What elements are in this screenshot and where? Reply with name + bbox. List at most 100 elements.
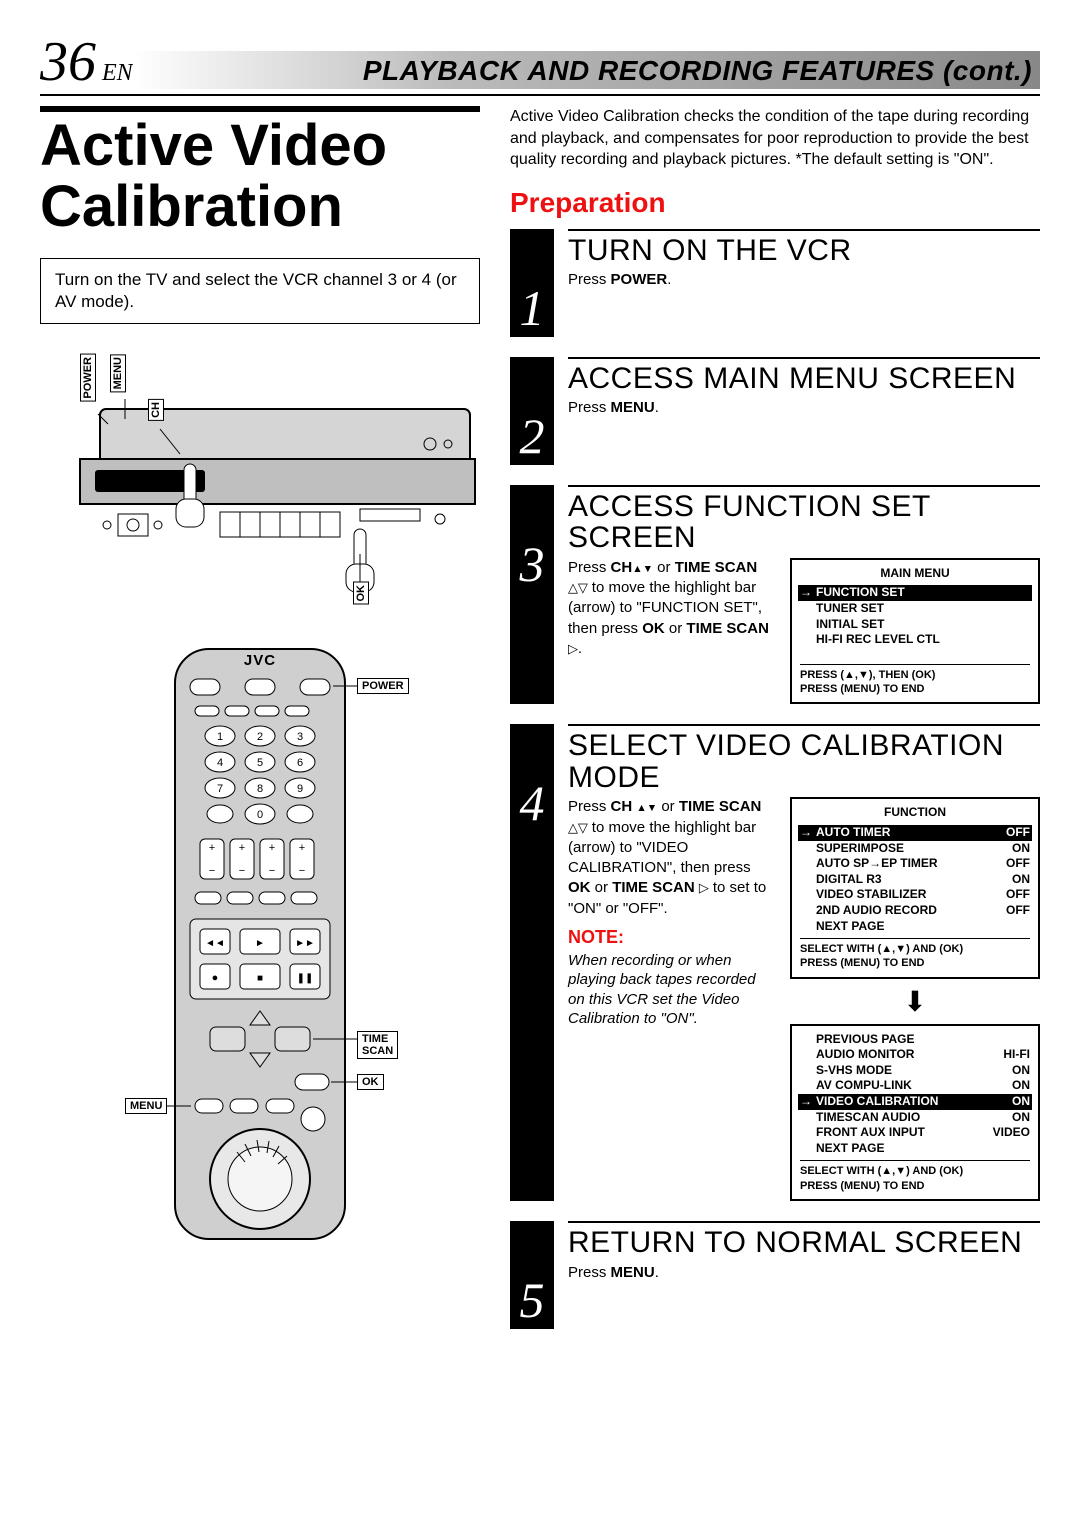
svg-text:−: − bbox=[239, 865, 245, 877]
step: 4SELECT VIDEO CALIBRATION MODEPress CH o… bbox=[510, 724, 1040, 1201]
step-title: SELECT VIDEO CALIBRATION MODE bbox=[568, 730, 1040, 793]
osd-column: FUNCTION AUTO TIMEROFFSUPERIMPOSEONAUTO S… bbox=[790, 797, 1040, 1201]
step-number-box: 3 bbox=[510, 485, 554, 705]
svg-text:►: ► bbox=[255, 938, 265, 949]
vcr-illustration: POWER MENU CH OK bbox=[40, 344, 480, 614]
osd-title: MAIN MENU bbox=[800, 566, 1030, 582]
osd-item: PREVIOUS PAGE bbox=[800, 1032, 1030, 1048]
step-body: Press MENU. bbox=[568, 398, 1040, 418]
vcr-power-label: POWER bbox=[80, 354, 96, 402]
step-body: Press MENU. bbox=[568, 1263, 1040, 1283]
svg-text:4: 4 bbox=[217, 757, 223, 769]
svg-text:❚❚: ❚❚ bbox=[297, 973, 314, 984]
osd-item: AUDIO MONITORHI-FI bbox=[800, 1047, 1030, 1063]
page-number: 36 bbox=[40, 30, 96, 94]
svg-text:7: 7 bbox=[217, 783, 223, 795]
osd-item: VIDEO CALIBRATIONON bbox=[798, 1094, 1032, 1110]
remote-timescan-label: TIME SCAN bbox=[357, 1031, 398, 1059]
step-content: TURN ON THE VCR Press POWER. bbox=[554, 229, 1040, 337]
svg-text:−: − bbox=[269, 865, 275, 877]
osd-item: AV COMPU-LINKON bbox=[800, 1078, 1030, 1094]
step-number: 3 bbox=[520, 535, 545, 593]
page-language: EN bbox=[102, 60, 133, 87]
note-heading: NOTE: bbox=[568, 927, 776, 948]
svg-text:0: 0 bbox=[257, 809, 263, 821]
svg-text:1: 1 bbox=[217, 731, 223, 743]
osd-item: SUPERIMPOSEON bbox=[800, 841, 1030, 857]
svg-text:+: + bbox=[299, 842, 305, 854]
osd-item: 2ND AUDIO RECORDOFF bbox=[800, 903, 1030, 919]
step-number: 2 bbox=[520, 407, 545, 465]
osd-item: FUNCTION SET bbox=[798, 585, 1032, 601]
svg-text:8: 8 bbox=[257, 783, 263, 795]
vcr-ok-label: OK bbox=[353, 582, 369, 605]
step: 5 RETURN TO NORMAL SCREEN Press MENU. bbox=[510, 1221, 1040, 1329]
osd-item: TIMESCAN AUDIOON bbox=[800, 1110, 1030, 1126]
svg-text:5: 5 bbox=[257, 757, 263, 769]
step-title: TURN ON THE VCR bbox=[568, 235, 1040, 267]
step-content: ACCESS MAIN MENU SCREEN Press MENU. bbox=[554, 357, 1040, 465]
osd-item: VIDEO STABILIZEROFF bbox=[800, 887, 1030, 903]
step-number: 1 bbox=[520, 279, 545, 337]
step-content: ACCESS FUNCTION SET SCREENPress CH or TI… bbox=[554, 485, 1040, 705]
osd-item: S-VHS MODEON bbox=[800, 1063, 1030, 1079]
osd-item: NEXT PAGE bbox=[800, 1141, 1030, 1157]
svg-text:3: 3 bbox=[297, 731, 303, 743]
osd-item: AUTO TIMEROFF bbox=[798, 825, 1032, 841]
svg-text:+: + bbox=[209, 842, 215, 854]
osd-item: INITIAL SET bbox=[800, 617, 1030, 633]
step-title: RETURN TO NORMAL SCREEN bbox=[568, 1227, 1040, 1259]
osd-item: AUTO SP→EP TIMEROFF bbox=[800, 856, 1030, 872]
osd-screen: MAIN MENU FUNCTION SETTUNER SETINITIAL SE… bbox=[790, 558, 1040, 705]
svg-text:2: 2 bbox=[257, 731, 263, 743]
svg-text:−: − bbox=[209, 865, 215, 877]
step: 2 ACCESS MAIN MENU SCREEN Press MENU. bbox=[510, 357, 1040, 465]
right-column: Active Video Calibration checks the cond… bbox=[510, 106, 1040, 1349]
preparation-heading: Preparation bbox=[510, 187, 1040, 219]
page-header: 36 EN PLAYBACK AND RECORDING FEATURES (c… bbox=[40, 30, 1040, 96]
osd-title: FUNCTION bbox=[800, 805, 1030, 821]
step-body: Press CH or TIME SCAN to move the highli… bbox=[568, 797, 776, 919]
step: 3ACCESS FUNCTION SET SCREENPress CH or T… bbox=[510, 485, 1040, 705]
step-number: 5 bbox=[520, 1271, 545, 1329]
osd-item: FRONT AUX INPUTVIDEO bbox=[800, 1125, 1030, 1141]
osd-footer: SELECT WITH (▲,▼) AND (OK)PRESS (MENU) T… bbox=[800, 1160, 1030, 1193]
osd-item: HI-FI REC LEVEL CTL bbox=[800, 632, 1030, 648]
svg-text:6: 6 bbox=[297, 757, 303, 769]
note-body: When recording or when playing back tape… bbox=[568, 951, 776, 1029]
step-body: Press POWER. bbox=[568, 270, 1040, 290]
svg-text:−: − bbox=[299, 865, 305, 877]
section-title: PLAYBACK AND RECORDING FEATURES (cont.) bbox=[133, 51, 1040, 89]
step-title: ACCESS FUNCTION SET SCREEN bbox=[568, 491, 1040, 554]
osd-item: TUNER SET bbox=[800, 601, 1030, 617]
osd-screen: FUNCTION AUTO TIMEROFFSUPERIMPOSEONAUTO S… bbox=[790, 797, 1040, 978]
svg-text:■: ■ bbox=[257, 973, 263, 984]
step-content: SELECT VIDEO CALIBRATION MODEPress CH or… bbox=[554, 724, 1040, 1201]
remote-brand: JVC bbox=[145, 652, 375, 669]
svg-text:●: ● bbox=[212, 972, 219, 984]
instruction-box: Turn on the TV and select the VCR channe… bbox=[40, 258, 480, 324]
step-number-box: 1 bbox=[510, 229, 554, 337]
remote-ok-label: OK bbox=[357, 1074, 384, 1090]
svg-text:+: + bbox=[269, 842, 275, 854]
step: 1 TURN ON THE VCR Press POWER. bbox=[510, 229, 1040, 337]
vcr-menu-label: MENU bbox=[110, 354, 126, 392]
remote-power-label: POWER bbox=[357, 678, 409, 694]
step-number-box: 2 bbox=[510, 357, 554, 465]
down-arrow-icon: ⬇ bbox=[790, 985, 1040, 1018]
osd-item: DIGITAL R3ON bbox=[800, 872, 1030, 888]
svg-text:►►: ►► bbox=[295, 938, 315, 949]
osd-footer: SELECT WITH (▲,▼) AND (OK)PRESS (MENU) T… bbox=[800, 938, 1030, 971]
svg-text:◄◄: ◄◄ bbox=[205, 938, 225, 949]
step-title: ACCESS MAIN MENU SCREEN bbox=[568, 363, 1040, 395]
osd-footer: PRESS (▲,▼), THEN (OK)PRESS (MENU) TO EN… bbox=[800, 664, 1030, 697]
remote-illustration: 1 2 3 4 5 6 7 8 9 0 bbox=[145, 644, 375, 1244]
svg-text:+: + bbox=[239, 842, 245, 854]
osd-screen: PREVIOUS PAGEAUDIO MONITORHI-FIS-VHS MOD… bbox=[790, 1024, 1040, 1201]
vcr-ch-label: CH bbox=[148, 399, 164, 421]
step-content: RETURN TO NORMAL SCREEN Press MENU. bbox=[554, 1221, 1040, 1329]
svg-text:9: 9 bbox=[297, 783, 303, 795]
step-number: 4 bbox=[520, 774, 545, 832]
step-number-box: 5 bbox=[510, 1221, 554, 1329]
feature-title: Active Video Calibration bbox=[40, 116, 480, 238]
